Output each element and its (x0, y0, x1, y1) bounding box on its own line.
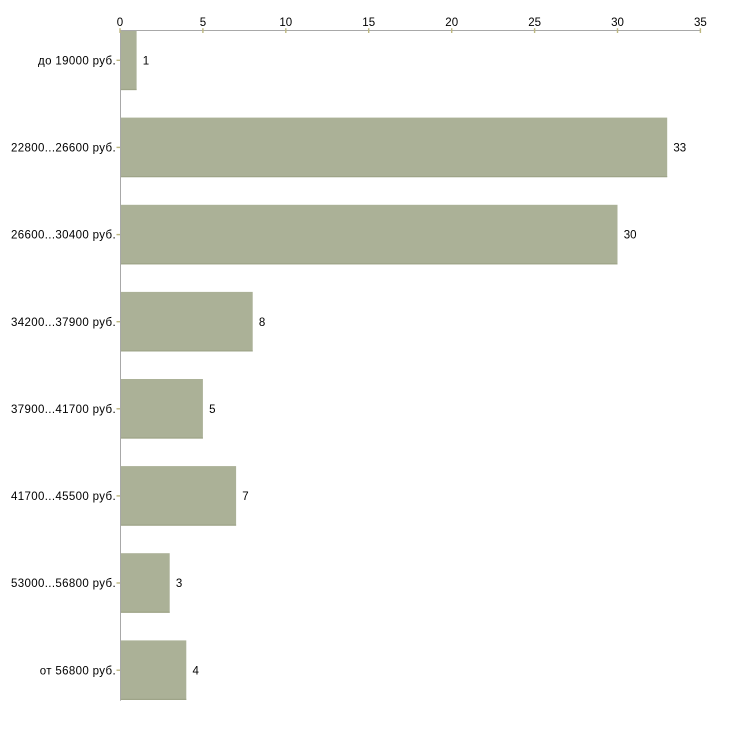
svg-text:до 19000 руб.: до 19000 руб. (38, 55, 116, 67)
svg-text:4: 4 (193, 665, 200, 677)
svg-text:30: 30 (624, 230, 637, 242)
svg-text:1: 1 (143, 55, 149, 67)
svg-text:3: 3 (176, 578, 182, 590)
svg-text:8: 8 (259, 317, 265, 329)
svg-text:5: 5 (209, 404, 215, 416)
svg-text:35: 35 (694, 17, 707, 29)
svg-text:5: 5 (200, 17, 206, 29)
svg-text:30: 30 (611, 17, 624, 29)
svg-text:37900...41700 руб.: 37900...41700 руб. (11, 404, 116, 416)
svg-text:от 56800 руб.: от 56800 руб. (40, 665, 116, 677)
svg-text:22800...26600 руб.: 22800...26600 руб. (11, 143, 116, 155)
svg-text:25: 25 (528, 17, 541, 29)
svg-text:20: 20 (445, 17, 458, 29)
svg-text:41700...45500 руб.: 41700...45500 руб. (11, 491, 116, 503)
svg-text:10: 10 (279, 17, 292, 29)
svg-text:26600...30400 руб.: 26600...30400 руб. (11, 230, 116, 242)
svg-text:33: 33 (673, 143, 686, 155)
svg-text:7: 7 (242, 491, 248, 503)
svg-text:0: 0 (117, 17, 123, 29)
svg-text:15: 15 (362, 17, 375, 29)
svg-text:53000...56800 руб.: 53000...56800 руб. (11, 578, 116, 590)
svg-text:34200...37900 руб.: 34200...37900 руб. (11, 317, 116, 329)
